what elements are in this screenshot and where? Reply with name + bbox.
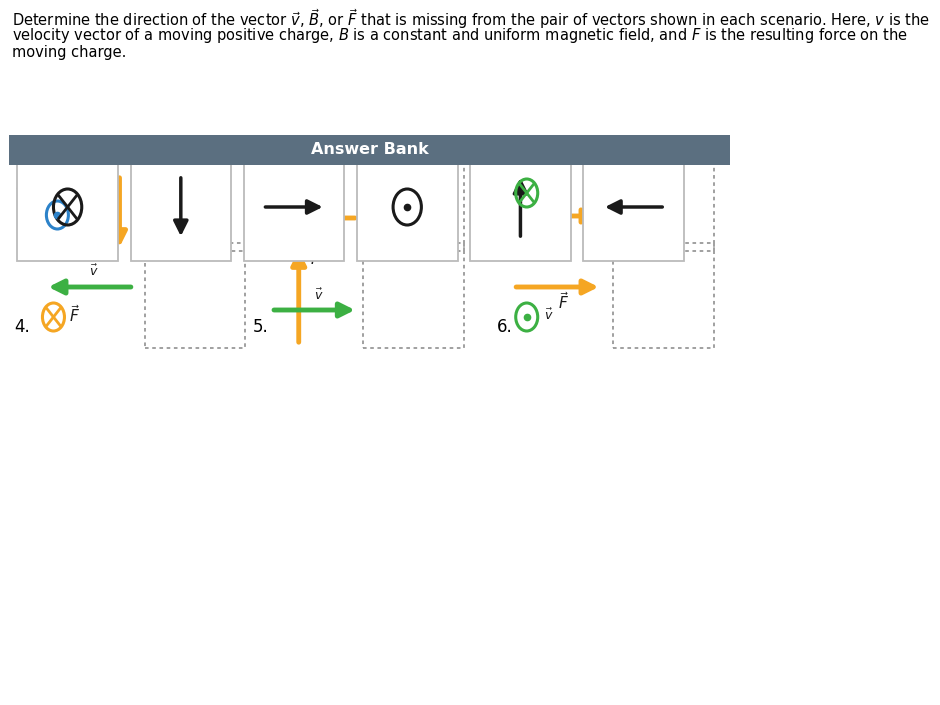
Text: moving charge.: moving charge.	[12, 45, 126, 60]
Bar	[470, 153, 571, 261]
Text: 4.: 4.	[14, 318, 30, 336]
Text: $\vec{F}$: $\vec{F}$	[558, 292, 569, 312]
Text: $\vec{v}$: $\vec{v}$	[544, 183, 554, 199]
Bar	[584, 153, 684, 261]
Bar	[17, 153, 118, 261]
Text: $\vec{F}$: $\vec{F}$	[131, 200, 142, 221]
Text: 6.: 6.	[497, 318, 512, 336]
Text: $\vec{B}$: $\vec{B}$	[299, 161, 311, 183]
Bar	[613, 243, 713, 348]
Bar	[243, 153, 344, 261]
Text: $\vec{v}$: $\vec{v}$	[315, 288, 324, 302]
Bar	[145, 146, 245, 251]
Bar	[357, 153, 458, 261]
Text: Answer Bank: Answer Bank	[310, 142, 429, 157]
Text: $\vec{v}$: $\vec{v}$	[544, 307, 554, 323]
Text: 5.: 5.	[253, 318, 269, 336]
Bar	[131, 153, 231, 261]
Text: $\vec{F}$: $\vec{F}$	[310, 247, 321, 269]
Bar	[145, 243, 245, 348]
Text: $\vec{F}$: $\vec{F}$	[70, 305, 80, 326]
Text: $\vec{B}$: $\vec{B}$	[75, 202, 87, 223]
Text: 3.: 3.	[497, 186, 512, 204]
Text: $\vec{F}$: $\vec{F}$	[558, 221, 569, 243]
Text: 1.: 1.	[14, 186, 30, 204]
Bar	[363, 146, 463, 251]
Text: 2.: 2.	[253, 186, 269, 204]
Text: Determine the direction of the vector $\vec{v}$, $\vec{B}$, or $\vec{F}$ that is: Determine the direction of the vector $\…	[12, 7, 930, 31]
Bar	[613, 146, 713, 251]
Bar	[363, 243, 463, 348]
Text: $\vec{v}$: $\vec{v}$	[89, 264, 99, 278]
Bar	[9, 135, 729, 165]
Text: $\vec{F}$: $\vec{F}$	[315, 223, 325, 243]
Text: velocity vector of a moving positive charge, $B$ is a constant and uniform magne: velocity vector of a moving positive cha…	[12, 26, 908, 45]
